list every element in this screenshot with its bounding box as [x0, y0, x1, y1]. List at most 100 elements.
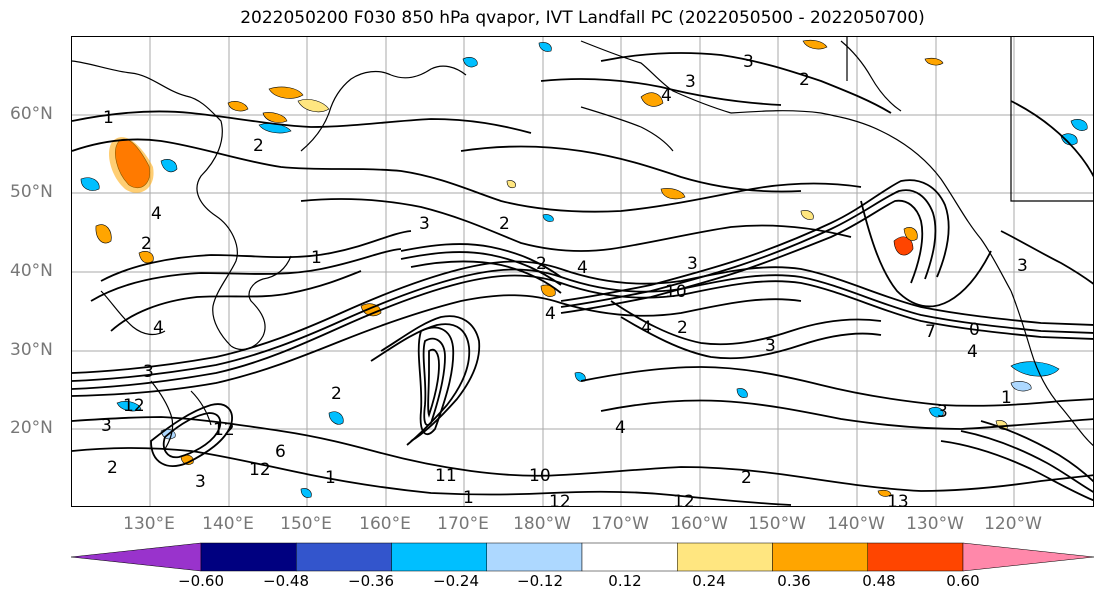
shading-patch [80, 177, 100, 191]
colorbar-tick-060: 0.60 [946, 572, 980, 590]
contour-label: 3 [101, 416, 112, 436]
coastline [840, 40, 902, 112]
shading-patch [538, 42, 552, 52]
contour-label: 2 [677, 318, 688, 338]
colorbar-tick-neg012: −0.12 [517, 572, 563, 590]
latitude-label-60: 60°N [10, 104, 53, 124]
colorbar-tick-048: 0.48 [862, 572, 896, 590]
colorbar [70, 542, 1095, 572]
contour-line [540, 78, 782, 106]
latitude-label-50: 50°N [10, 182, 53, 202]
contour-label: 1 [1001, 388, 1012, 408]
shading-patch [116, 401, 142, 412]
ivt-contours [72, 52, 1093, 506]
contour-label: 2 [331, 384, 342, 404]
contour-line [72, 447, 792, 506]
colorbar-tick-036: 0.36 [777, 572, 811, 590]
graticule [72, 37, 1093, 506]
contour-line [560, 189, 937, 308]
contour-label: 1 [325, 468, 336, 488]
contour-label: 11 [435, 466, 457, 486]
shading-patch [1010, 361, 1060, 377]
shading-patch [268, 86, 304, 99]
shading-patch [802, 39, 828, 50]
shading-patch [800, 210, 814, 220]
contour-label: 0 [969, 320, 980, 340]
contour-label: 10 [529, 466, 551, 486]
map-panel: 1 2 4 3 2 3 4 3 2 4 2 3 3 4 10 4 2 1 3 1… [71, 36, 1094, 507]
coastline [1010, 290, 1093, 446]
shading-patch [262, 112, 288, 123]
longitude-label-180w: 180°W [513, 514, 571, 534]
plot-title: 2022050200 F030 850 hPa qvapor, IVT Land… [240, 8, 925, 28]
shading-patch [462, 57, 478, 68]
map-canvas: 1 2 4 3 2 3 4 3 2 4 2 3 3 4 10 4 2 1 3 1… [72, 37, 1093, 507]
contour-label: 12 [549, 492, 571, 507]
colorbar-segment [486, 542, 583, 572]
colorbar-segment [677, 542, 773, 572]
shading-patch [640, 92, 664, 107]
contour-label: 2 [141, 234, 152, 254]
shading-patch [297, 99, 330, 113]
shading-patch [928, 407, 944, 418]
coastline [580, 106, 674, 152]
contour-line [300, 198, 852, 252]
contour-label: 3 [685, 72, 696, 92]
coastline [230, 255, 292, 350]
qvapor-shading [80, 39, 1088, 498]
contour-line [860, 200, 992, 308]
shading-patch [138, 251, 154, 264]
contour-label: 2 [253, 136, 264, 156]
colorbar-tick-neg060: −0.60 [178, 572, 224, 590]
shading-patch [924, 57, 944, 66]
colorbar-segment [867, 542, 964, 572]
shading-patch [540, 284, 556, 297]
contour-label: 2 [107, 458, 118, 478]
contour-line [100, 230, 412, 282]
colorbar-extend-low [70, 542, 202, 572]
coastline [100, 290, 166, 336]
contour-line [460, 145, 802, 193]
colorbar-segments [70, 542, 1095, 572]
contour-label: 2 [799, 70, 810, 90]
contour-line [417, 326, 455, 435]
contour-line [150, 403, 233, 467]
contour-line [72, 260, 1093, 374]
colorbar-tick-neg036: −0.36 [348, 572, 394, 590]
contour-line [72, 274, 1093, 390]
contour-label: 3 [765, 336, 776, 356]
shading-patch [542, 214, 554, 222]
shading-patch [736, 388, 748, 398]
colorbar-segment [200, 542, 297, 572]
coastlines [72, 37, 1093, 450]
longitude-label-150e: 150°E [280, 514, 332, 534]
longitude-label-160e: 160°E [359, 514, 411, 534]
contour-label: 2 [741, 468, 752, 488]
contour-line [1000, 230, 1093, 285]
longitude-label-150w: 150°W [748, 514, 806, 534]
longitude-label-160w: 160°W [670, 514, 728, 534]
contour-label: 3 [1017, 256, 1028, 276]
contour-line [72, 416, 1093, 492]
colorbar-segment [296, 542, 392, 572]
contour-label: 3 [937, 402, 948, 422]
coastline [580, 40, 732, 114]
shading-patch [95, 224, 112, 244]
contour-line [560, 199, 924, 314]
coastline [72, 60, 238, 347]
contour-label: 4 [641, 318, 652, 338]
contour-label: 1 [463, 488, 474, 507]
shading-patch [1010, 381, 1032, 392]
contour-label: 10 [665, 282, 687, 302]
contour-line [940, 440, 1093, 502]
contour-label: 6 [275, 442, 286, 462]
contour-line [980, 420, 1093, 483]
contour-label: 1 [311, 248, 322, 268]
contour-line [600, 52, 892, 114]
shading-patch [506, 180, 516, 189]
contour-line [72, 138, 862, 213]
shading-patch [227, 101, 249, 112]
coastline [730, 110, 1012, 292]
contour-line [380, 315, 481, 442]
longitude-label-170w: 170°W [591, 514, 649, 534]
